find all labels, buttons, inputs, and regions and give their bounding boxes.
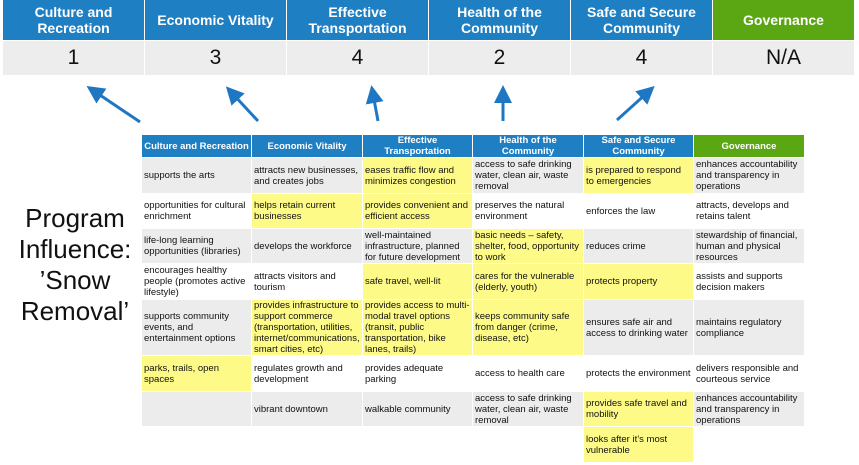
- table-cell: eases traffic flow and minimizes congest…: [362, 157, 473, 194]
- table-cell: provides adequate parking: [362, 355, 473, 392]
- table-header: Health of the Community: [472, 134, 584, 158]
- table-cell: [362, 426, 473, 463]
- table-cell: [141, 426, 252, 463]
- table-cell: enhances accountability and transparency…: [693, 391, 805, 427]
- summary-header: Economic Vitality: [145, 0, 287, 40]
- table-cell: access to safe drinking water, clean air…: [472, 157, 584, 194]
- arrow-icon: [225, 86, 260, 123]
- table-cell: preserves the natural environment: [472, 193, 584, 229]
- table-cell: cares for the vulnerable (elderly, youth…: [472, 263, 584, 300]
- table-header: Safe and Secure Community: [583, 134, 694, 158]
- table-cell: [141, 391, 252, 427]
- table-cell: delivers responsible and courteous servi…: [693, 355, 805, 392]
- table-cell: well-maintained infrastructure, planned …: [362, 228, 473, 264]
- summary-score: 3: [145, 40, 287, 75]
- table-cell: [251, 426, 363, 463]
- table-cell: keeps community safe from danger (crime,…: [472, 299, 584, 356]
- table-cell: stewardship of financial, human and phys…: [693, 228, 805, 264]
- table-cell: supports community events, and entertain…: [141, 299, 252, 356]
- criteria-table: Culture and Recreation Economic Vitality E…: [141, 134, 805, 463]
- summary-score: N/A: [713, 40, 855, 75]
- table-row: encourages healthy people (promotes acti…: [141, 263, 805, 300]
- summary-header: Governance: [713, 0, 855, 40]
- arrow-icon: [365, 85, 384, 122]
- summary-score: 4: [287, 40, 429, 75]
- summary-header: Safe and Secure Community: [571, 0, 713, 40]
- table-cell: [472, 426, 584, 463]
- table-cell: reduces crime: [583, 228, 694, 264]
- table-cell: access to safe drinking water, clean air…: [472, 391, 584, 427]
- arrow-icon: [86, 85, 141, 124]
- table-cell: [693, 426, 805, 463]
- table-cell: ensures safe air and access to drinking …: [583, 299, 694, 356]
- table-cell: enforces the law: [583, 193, 694, 229]
- table-cell: attracts visitors and tourism: [251, 263, 363, 300]
- table-header: Governance: [693, 134, 805, 158]
- arrows: [86, 85, 655, 124]
- table-cell: parks, trails, open spaces: [141, 355, 252, 392]
- table-header: Economic Vitality: [251, 134, 363, 158]
- table-cell: opportunities for cultural enrichment: [141, 193, 252, 229]
- table-cell: walkable community: [362, 391, 473, 427]
- table-cell: life-long learning opportunities (librar…: [141, 228, 252, 264]
- table-cell: develops the workforce: [251, 228, 363, 264]
- table-cell: attracts, develops and retains talent: [693, 193, 805, 229]
- table-row: looks after it’s most vulnerable: [141, 426, 805, 463]
- table-cell: supports the arts: [141, 157, 252, 194]
- table-cell: vibrant downtown: [251, 391, 363, 427]
- summary-header: Effective Transportation: [287, 0, 429, 40]
- table-cell: attracts new businesses, and creates job…: [251, 157, 363, 194]
- summary-score: 4: [571, 40, 713, 75]
- summary-header: Culture and Recreation: [3, 0, 145, 40]
- table-header: Culture and Recreation: [141, 134, 252, 158]
- table-row: life-long learning opportunities (librar…: [141, 228, 805, 264]
- table-cell: maintains regulatory compliance: [693, 299, 805, 356]
- table-cell: assists and supports decision makers: [693, 263, 805, 300]
- table-cell: enhances accountability and transparency…: [693, 157, 805, 194]
- table-cell: basic needs – safety, shelter, food, opp…: [472, 228, 584, 264]
- table-row: vibrant downtown walkable community access…: [141, 391, 805, 427]
- table-cell: safe travel, well-lit: [362, 263, 473, 300]
- table-cell: provides convenient and efficient access: [362, 193, 473, 229]
- table-cell: protects the environment: [583, 355, 694, 392]
- table-row: supports the arts attracts new businesses…: [141, 157, 805, 194]
- table-cell: protects property: [583, 263, 694, 300]
- table-cell: provides access to multi-modal travel op…: [362, 299, 473, 356]
- arrow-icon: [615, 85, 655, 122]
- table-row: supports community events, and entertain…: [141, 299, 805, 356]
- table-row: parks, trails, open spaces regulates grow…: [141, 355, 805, 392]
- table-cell: looks after it’s most vulnerable: [583, 426, 694, 463]
- table-cell: access to health care: [472, 355, 584, 392]
- program-influence-label: Program Influence: ’Snow Removal’: [18, 203, 132, 326]
- table-cell: regulates growth and development: [251, 355, 363, 392]
- table-row: opportunities for cultural enrichment hel…: [141, 193, 805, 229]
- table-cell: provides safe travel and mobility: [583, 391, 694, 427]
- summary-score: 1: [3, 40, 145, 75]
- table-cell: provides infrastructure to support comme…: [251, 299, 363, 356]
- table-header: Effective Transportation: [362, 134, 473, 158]
- table-cell: is prepared to respond to emergencies: [583, 157, 694, 194]
- summary-score: 2: [429, 40, 571, 75]
- summary-scores: Culture and Recreation Economic Vitality E…: [3, 0, 855, 75]
- table-cell: encourages healthy people (promotes acti…: [141, 263, 252, 300]
- summary-header: Health of the Community: [429, 0, 571, 40]
- table-cell: helps retain current businesses: [251, 193, 363, 229]
